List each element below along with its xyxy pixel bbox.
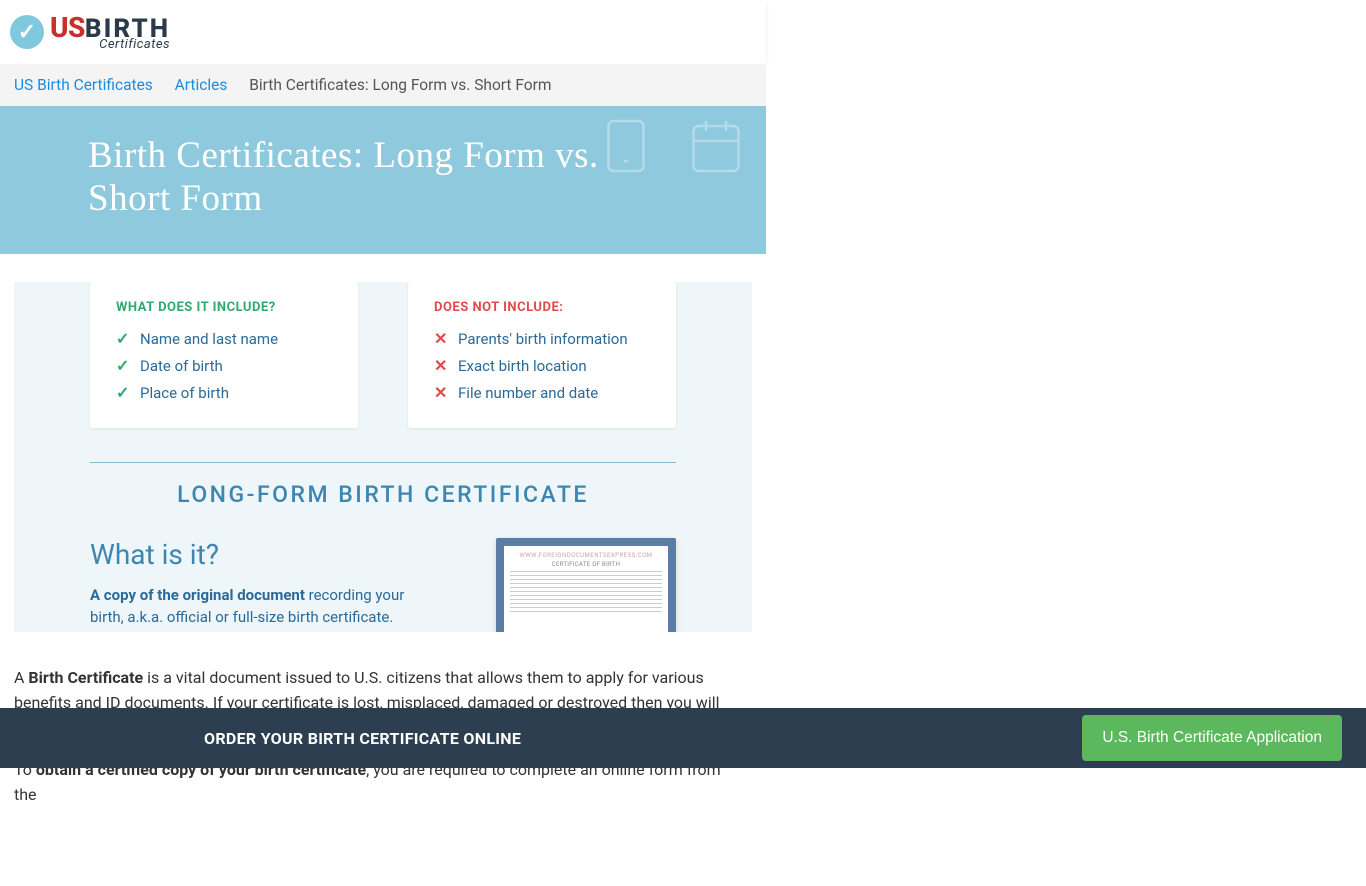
- includes-card: WHAT DOES IT INCLUDE? ✓Name and last nam…: [90, 282, 358, 428]
- what-is-it-text: What is it? A copy of the original docum…: [90, 538, 436, 629]
- list-item: ✓Name and last name: [116, 325, 332, 352]
- logo-prefix: US: [50, 11, 85, 44]
- includes-title: WHAT DOES IT INCLUDE?: [116, 300, 332, 315]
- cta-button[interactable]: U.S. Birth Certificate Application: [1082, 715, 1342, 761]
- calendar-icon: [686, 116, 746, 176]
- logo-text: USBIRTH Certificates: [50, 14, 170, 51]
- breadcrumb-home[interactable]: US Birth Certificates: [14, 76, 153, 94]
- infographic: WHAT DOES IT INCLUDE? ✓Name and last nam…: [14, 282, 752, 632]
- certificate-image: WWW.FOREIGNDOCUMENTSEXPRESS.COM CERTIFIC…: [496, 538, 676, 632]
- breadcrumb-current: Birth Certificates: Long Form vs. Short …: [249, 76, 551, 94]
- list-item: ✕File number and date: [434, 379, 650, 406]
- comparison-cards: WHAT DOES IT INCLUDE? ✓Name and last nam…: [14, 282, 752, 428]
- divider: [90, 462, 676, 463]
- excludes-list: ✕Parents' birth information ✕Exact birth…: [434, 325, 650, 406]
- list-item: ✓Place of birth: [116, 379, 332, 406]
- x-icon: ✕: [434, 356, 448, 375]
- check-circle-icon: [10, 15, 44, 49]
- what-is-it-title: What is it?: [90, 538, 436, 571]
- section-title: LONG-FORM BIRTH CERTIFICATE: [14, 481, 752, 508]
- check-icon: ✓: [116, 383, 130, 402]
- hero-banner: Birth Certificates: Long Form vs. Short …: [0, 106, 766, 254]
- cta-bar-text: ORDER YOUR BIRTH CERTIFICATE ONLINE: [204, 729, 521, 748]
- includes-list: ✓Name and last name ✓Date of birth ✓Plac…: [116, 325, 332, 406]
- breadcrumb: US Birth Certificates Articles Birth Cer…: [0, 64, 766, 106]
- x-icon: ✕: [434, 383, 448, 402]
- page-title: Birth Certificates: Long Form vs. Short …: [88, 134, 678, 220]
- logo-link[interactable]: USBIRTH Certificates: [10, 14, 170, 51]
- check-icon: ✓: [116, 356, 130, 375]
- sticky-cta-bar: ORDER YOUR BIRTH CERTIFICATE ONLINE U.S.…: [0, 708, 1366, 768]
- what-is-it-desc: A copy of the original document recordin…: [90, 585, 436, 629]
- list-item: ✕Exact birth location: [434, 352, 650, 379]
- x-icon: ✕: [434, 329, 448, 348]
- phone-icon: [596, 116, 656, 176]
- list-item: ✕Parents' birth information: [434, 325, 650, 352]
- check-icon: ✓: [116, 329, 130, 348]
- site-header: USBIRTH Certificates: [0, 0, 766, 64]
- breadcrumb-section[interactable]: Articles: [175, 76, 228, 94]
- excludes-card: DOES NOT INCLUDE: ✕Parents' birth inform…: [408, 282, 676, 428]
- hero-decoration: [596, 116, 746, 176]
- list-item: ✓Date of birth: [116, 352, 332, 379]
- excludes-title: DOES NOT INCLUDE:: [434, 300, 650, 315]
- what-is-it-row: What is it? A copy of the original docum…: [14, 538, 752, 632]
